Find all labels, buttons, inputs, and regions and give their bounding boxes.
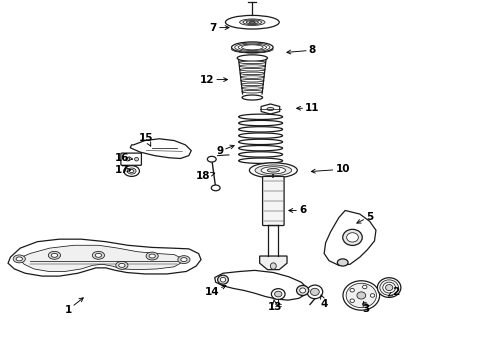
Ellipse shape <box>311 288 319 296</box>
Text: 4: 4 <box>320 295 328 309</box>
Ellipse shape <box>225 15 279 29</box>
Ellipse shape <box>240 68 265 71</box>
Ellipse shape <box>377 278 401 297</box>
Ellipse shape <box>135 157 139 161</box>
Ellipse shape <box>241 76 264 78</box>
Ellipse shape <box>146 252 158 260</box>
Polygon shape <box>260 256 287 270</box>
Text: 16: 16 <box>115 153 133 163</box>
Polygon shape <box>20 245 181 271</box>
FancyBboxPatch shape <box>263 176 284 226</box>
Ellipse shape <box>126 157 130 161</box>
Ellipse shape <box>211 185 220 191</box>
Ellipse shape <box>296 285 309 296</box>
Text: 8: 8 <box>287 45 316 55</box>
Ellipse shape <box>271 289 285 300</box>
FancyBboxPatch shape <box>121 153 142 165</box>
Ellipse shape <box>51 253 58 257</box>
Text: 7: 7 <box>210 23 229 33</box>
Text: 17: 17 <box>115 165 131 175</box>
Ellipse shape <box>249 22 255 23</box>
Ellipse shape <box>232 45 273 53</box>
Ellipse shape <box>95 253 101 257</box>
Ellipse shape <box>241 83 264 86</box>
Ellipse shape <box>363 285 367 289</box>
Ellipse shape <box>240 72 265 75</box>
Ellipse shape <box>116 261 128 269</box>
Text: 11: 11 <box>296 103 319 113</box>
Ellipse shape <box>249 163 297 178</box>
Polygon shape <box>215 270 308 300</box>
Ellipse shape <box>237 55 268 61</box>
Text: 6: 6 <box>289 206 306 216</box>
Text: 1: 1 <box>65 298 83 315</box>
Ellipse shape <box>300 288 306 293</box>
Ellipse shape <box>386 284 393 291</box>
Polygon shape <box>8 239 201 276</box>
Ellipse shape <box>218 275 228 284</box>
Ellipse shape <box>49 251 61 259</box>
Polygon shape <box>130 139 191 158</box>
Ellipse shape <box>343 229 362 246</box>
Ellipse shape <box>242 95 263 100</box>
Ellipse shape <box>267 107 274 111</box>
Ellipse shape <box>343 281 380 310</box>
Text: 3: 3 <box>363 301 370 314</box>
Text: 14: 14 <box>204 285 226 297</box>
Ellipse shape <box>207 156 216 162</box>
Ellipse shape <box>255 165 292 176</box>
Text: 9: 9 <box>216 145 234 156</box>
Ellipse shape <box>357 292 366 299</box>
Ellipse shape <box>220 277 226 282</box>
Ellipse shape <box>307 285 323 299</box>
Ellipse shape <box>178 256 190 264</box>
Ellipse shape <box>337 259 348 266</box>
Ellipse shape <box>267 168 279 172</box>
Ellipse shape <box>235 43 270 51</box>
Ellipse shape <box>243 20 262 24</box>
Ellipse shape <box>241 80 264 82</box>
Ellipse shape <box>346 283 376 308</box>
Text: 15: 15 <box>139 133 153 146</box>
Ellipse shape <box>124 166 140 176</box>
Ellipse shape <box>13 255 25 263</box>
Text: 12: 12 <box>199 75 227 85</box>
Ellipse shape <box>239 61 266 64</box>
Text: 13: 13 <box>268 300 283 312</box>
Ellipse shape <box>181 258 187 262</box>
Ellipse shape <box>246 21 258 24</box>
Text: 10: 10 <box>311 164 350 174</box>
Text: 5: 5 <box>357 212 373 223</box>
Ellipse shape <box>129 170 134 173</box>
Text: 18: 18 <box>196 171 215 181</box>
Ellipse shape <box>346 233 358 242</box>
Ellipse shape <box>383 282 395 293</box>
Ellipse shape <box>92 251 104 259</box>
Ellipse shape <box>240 19 265 26</box>
Polygon shape <box>261 104 280 114</box>
Ellipse shape <box>238 44 267 50</box>
Ellipse shape <box>261 167 286 174</box>
Text: 2: 2 <box>389 287 399 297</box>
Ellipse shape <box>350 299 354 302</box>
Ellipse shape <box>363 302 367 306</box>
Ellipse shape <box>239 65 266 67</box>
Ellipse shape <box>380 280 398 295</box>
Ellipse shape <box>370 294 375 297</box>
Ellipse shape <box>127 168 136 174</box>
Ellipse shape <box>119 264 125 267</box>
Ellipse shape <box>242 90 263 93</box>
Ellipse shape <box>149 254 155 258</box>
Ellipse shape <box>16 257 23 261</box>
Ellipse shape <box>242 45 263 50</box>
Ellipse shape <box>350 288 354 292</box>
Ellipse shape <box>242 87 263 89</box>
Polygon shape <box>324 211 376 265</box>
Ellipse shape <box>232 42 273 53</box>
Ellipse shape <box>274 291 282 297</box>
Ellipse shape <box>270 263 276 269</box>
